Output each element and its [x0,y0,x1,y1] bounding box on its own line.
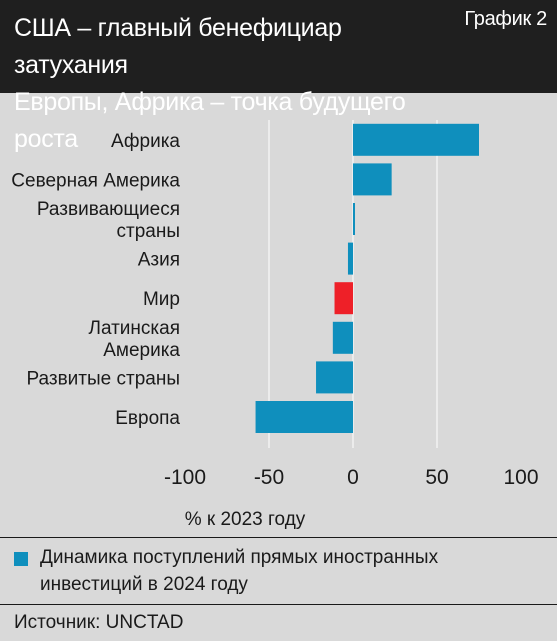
bar [347,242,353,275]
category-labels: Африка Северная Америка Развивающиесястран… [11,131,180,429]
category-label: Развитые страны [26,368,180,389]
bar [316,361,353,394]
category-label: Мир [143,289,180,310]
legend-divider-top [0,537,557,538]
x-tick-label: 0 [347,466,359,489]
x-tick-label: 50 [425,466,448,489]
legend-text: Динамика поступлений прямых иностранных … [40,544,520,598]
category-label: Америка [103,340,180,361]
category-label: Развивающиеся [37,199,180,220]
bar [353,123,479,156]
bar-chart: Африка Северная Америка Развивающиесястран… [11,120,539,530]
category-label: Латинская [88,318,180,339]
bar [255,401,353,433]
legend-swatch [14,552,28,566]
x-tick-label: -100 [164,466,206,489]
x-tick-label: -50 [254,466,284,489]
bar [332,321,353,354]
x-axis-label: % к 2023 году [185,509,306,530]
legend-text-line-2: инвестиций в 2024 году [40,574,248,595]
source-note: Источник: UNCTAD [14,612,184,633]
chart-title: США – главный бенефициар затухания Европ… [14,10,454,158]
category-label: страны [117,221,181,242]
category-label: Азия [138,250,180,271]
x-tick-labels: -100 -50 0 50 100 [164,466,539,489]
chart-header: США – главный бенефициар затухания Европ… [0,0,557,153]
category-label: Северная Америка [11,170,180,191]
category-label: Европа [115,408,180,429]
x-tick-label: 100 [503,466,538,489]
chart-title-line-1: США – главный бенефициар затухания [14,14,342,79]
source-divider [0,604,557,605]
bar [353,203,355,235]
bar [353,163,392,196]
bars [255,123,479,433]
category-label: Африка [111,131,180,152]
legend-text-line-1: Динамика поступлений прямых иностранных [40,547,439,568]
chart-number-label: График 2 [464,8,547,30]
bar [334,282,353,315]
chart-title-line-2: Европы, Африка – точка будущего роста [14,88,406,153]
